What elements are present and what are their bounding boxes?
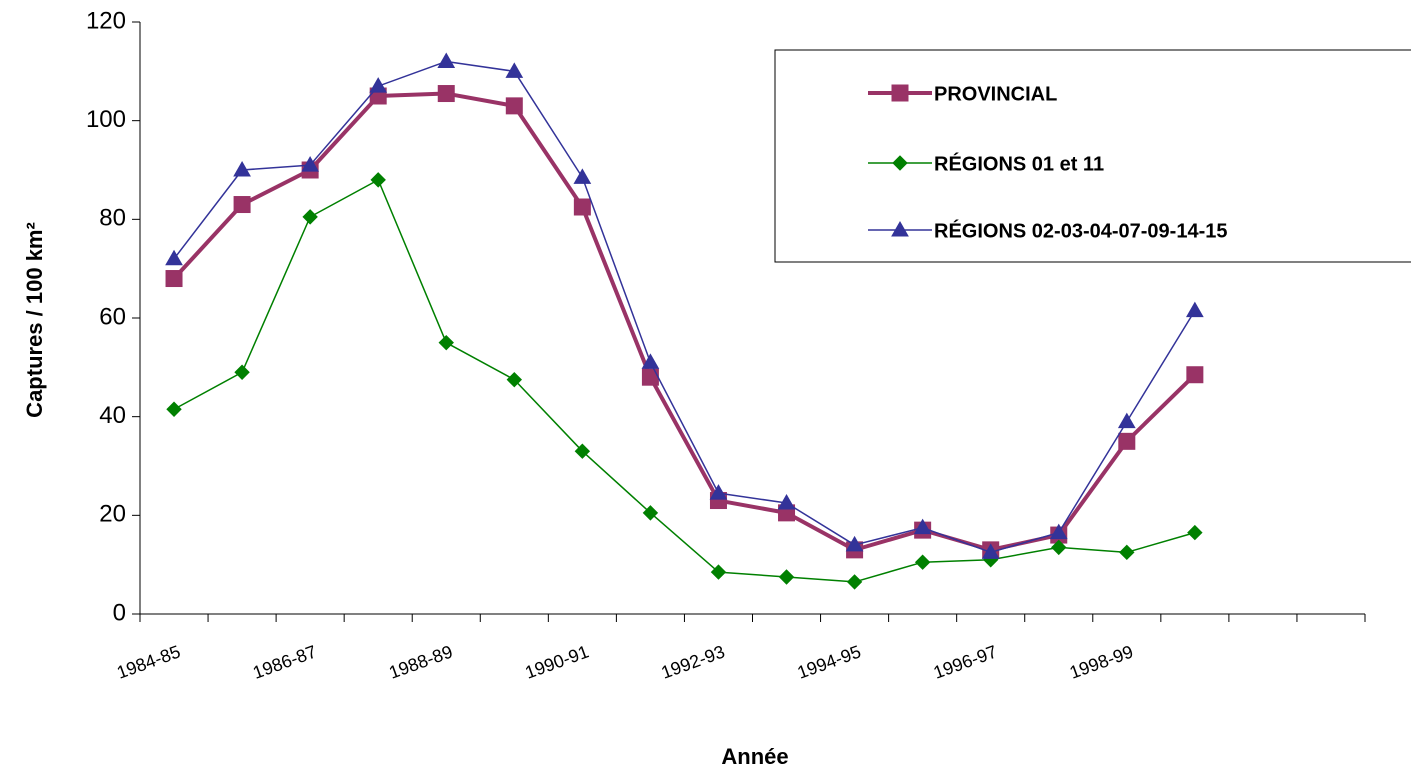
x-tick-label: 1996-97 [931,641,1000,682]
data-point [1186,366,1204,384]
data-point [505,97,523,115]
data-point [777,493,796,510]
data-point [1185,301,1204,318]
y-tick-label: 120 [86,7,126,34]
series-line [173,179,1196,583]
data-point [370,172,386,188]
data-point [301,156,320,172]
data-point [165,270,183,288]
legend-label: RÉGIONS 02-03-04-07-09-14-15 [934,219,1227,242]
y-tick-label: 0 [113,599,126,626]
data-point [369,77,388,93]
x-tick-label: 1992-93 [659,641,728,682]
legend-label: PROVINCIAL [934,83,1057,105]
x-tick-label: 1990-91 [522,641,591,682]
data-point [573,168,592,184]
data-point [234,364,250,380]
data-point [1119,544,1135,561]
data-point [710,564,727,580]
data-point [642,505,659,521]
data-point [1118,432,1136,450]
series-line [173,60,1196,554]
data-point [709,484,728,500]
data-point [438,334,454,351]
y-tick-label: 100 [86,106,126,133]
y-tick-label: 20 [99,501,126,528]
legend-marker [892,155,908,171]
data-point [1049,523,1068,540]
data-point [166,401,182,417]
y-axis-title: Captures / 100 km² [22,222,47,418]
data-point [981,543,1000,559]
legend-marker [891,84,909,102]
data-point [1187,524,1203,541]
y-tick-label: 60 [99,303,126,330]
x-tick-label: 1988-89 [386,641,455,682]
data-point [641,353,660,369]
y-tick-label: 80 [99,205,126,232]
data-point [1117,412,1136,429]
data-point [233,196,251,214]
data-point [302,209,318,225]
data-point [914,554,931,570]
data-point [505,62,524,78]
data-point [506,371,523,388]
data-point [437,52,456,68]
legend-box [774,49,1411,263]
x-axis-title: Année [721,744,788,769]
data-point [233,160,251,177]
data-point [846,574,863,590]
legend-label: RÉGIONS 01 et 11 [934,152,1104,175]
data-point [437,85,455,103]
y-tick-label: 40 [99,402,126,429]
x-tick-label: 1984-85 [114,641,183,682]
x-tick-label: 1986-87 [250,641,319,682]
data-point [845,535,864,552]
x-tick-label: 1994-95 [795,641,864,682]
data-point [573,198,591,216]
data-point [778,569,795,585]
x-tick-label: 1998-99 [1067,641,1136,682]
data-point [574,443,591,459]
data-point [913,518,932,535]
legend-marker [891,220,909,237]
data-point [1051,539,1067,556]
data-point [165,249,183,266]
